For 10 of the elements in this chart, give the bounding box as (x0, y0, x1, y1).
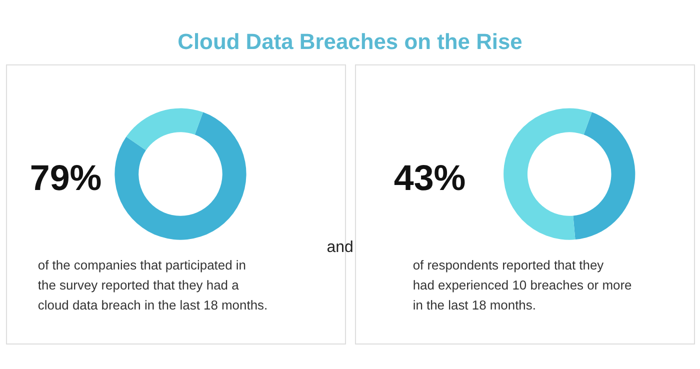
text: of respondents reported that they had experienced 10 breaches or more in the last 18 months. (412, 258, 632, 313)
text: and (326, 238, 354, 256)
donut-slice (126, 108, 204, 150)
text: 43% (394, 158, 466, 198)
text: of the companies that participated in the survey reported that they had a cloud data breach in the last 18 months. (38, 258, 268, 313)
donut-slice (114, 112, 246, 240)
text: Cloud Data Breaches on the Rise (178, 28, 522, 54)
donut-slice (504, 108, 592, 240)
text: 79% (30, 158, 102, 198)
donut-slice (573, 112, 636, 240)
